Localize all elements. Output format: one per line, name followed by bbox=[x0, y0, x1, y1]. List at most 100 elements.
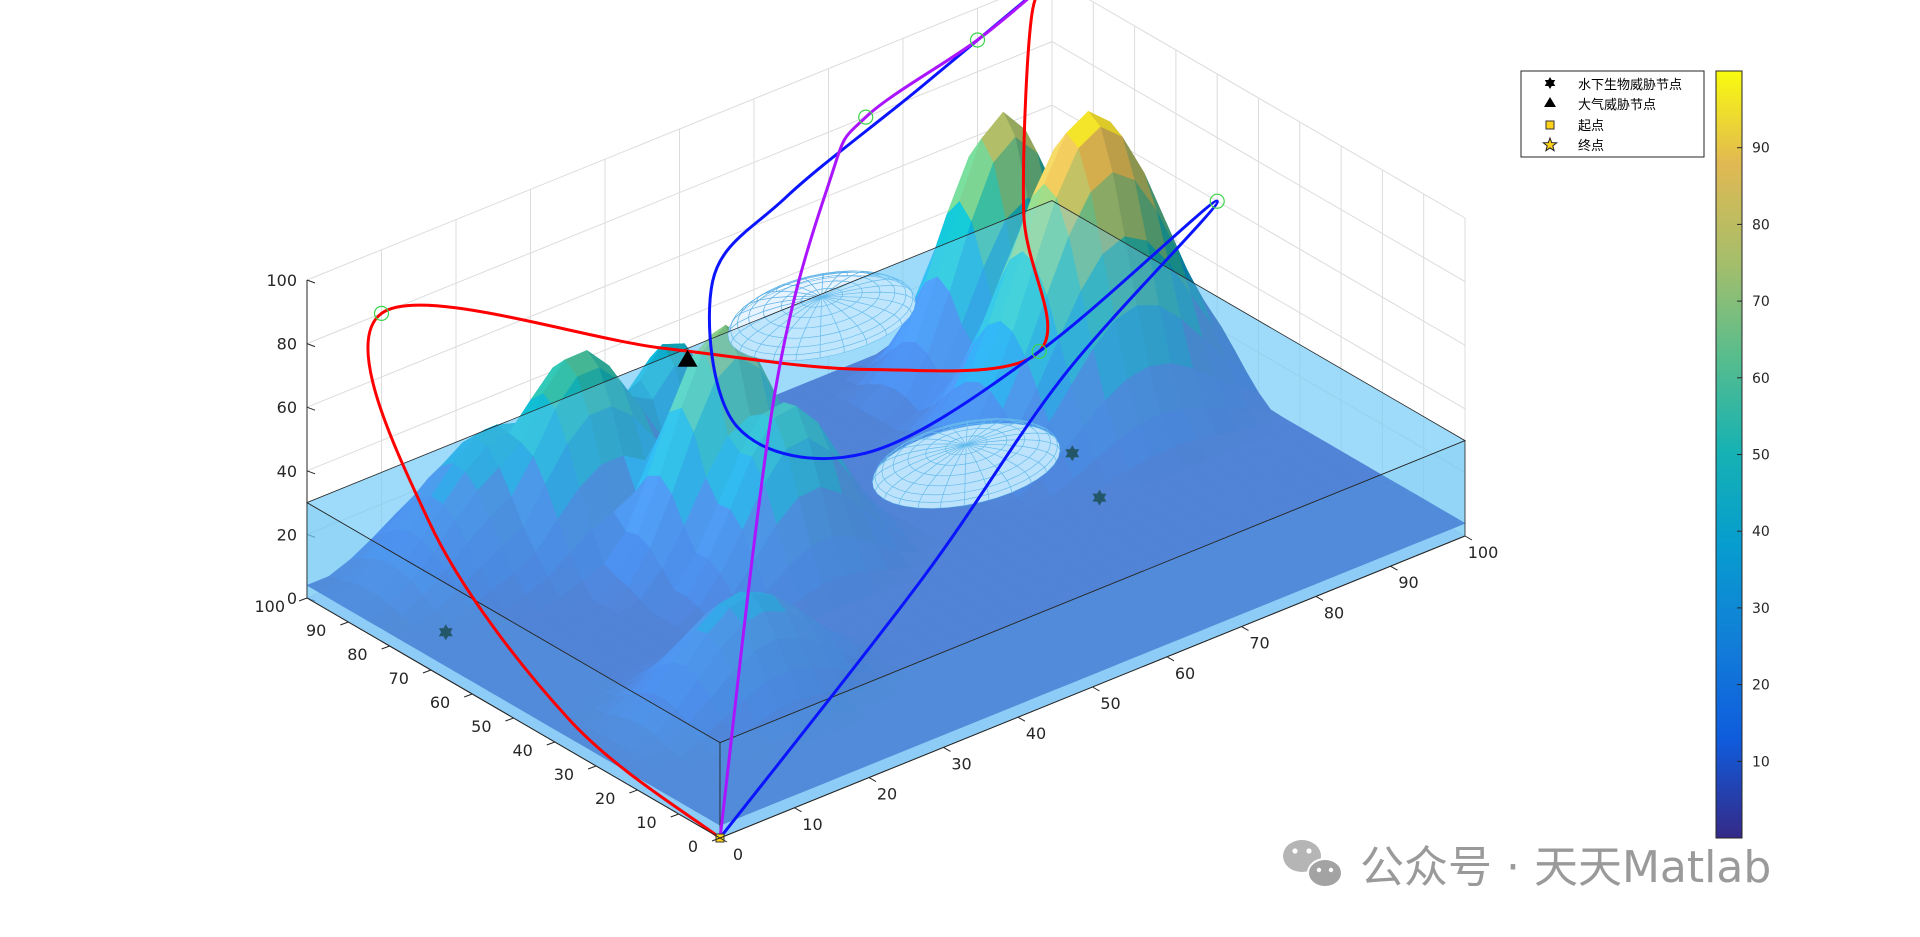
dome-meridian bbox=[965, 421, 969, 445]
z-tick-mark bbox=[306, 406, 316, 411]
flight-paths bbox=[366, 0, 1219, 840]
flight-path-blue-path bbox=[707, 0, 1219, 840]
dome-meridian bbox=[730, 296, 822, 344]
star-icon bbox=[1541, 136, 1559, 152]
star-shape bbox=[1541, 136, 1559, 152]
x-tick-mark bbox=[868, 777, 877, 783]
x-tick-mark bbox=[1315, 595, 1324, 601]
y-tick-label: 90 bbox=[306, 621, 326, 640]
grid-line bbox=[306, 0, 1466, 281]
dome-meridian bbox=[819, 297, 823, 358]
z-tick-label: 0 bbox=[287, 589, 297, 608]
x-tick-label: 30 bbox=[951, 754, 971, 773]
dome-meridian bbox=[883, 444, 967, 500]
dome-meridian bbox=[874, 444, 967, 492]
legend: 水下生物威胁节点 大气威胁节点 起点 终点 bbox=[1520, 70, 1705, 158]
z-tick-label: 40 bbox=[277, 462, 297, 481]
dome-meridian bbox=[965, 444, 990, 500]
dome-threat-zones bbox=[727, 270, 1061, 509]
waypoint-marker bbox=[1209, 193, 1225, 209]
dome-meridian bbox=[900, 438, 967, 450]
x-tick-mark bbox=[1464, 535, 1473, 541]
dome-meridian bbox=[731, 296, 822, 324]
x-tick-mark bbox=[719, 837, 728, 843]
dome-fill bbox=[728, 275, 916, 361]
waypoint-marker bbox=[1031, 343, 1047, 360]
y-tick-label: 10 bbox=[636, 813, 656, 832]
waypoint-marker bbox=[858, 109, 874, 125]
dome-meridian bbox=[821, 296, 913, 314]
colorbar-tick-label: 70 bbox=[1752, 294, 1770, 310]
x-tick-label: 100 bbox=[1468, 543, 1499, 562]
grid-line bbox=[306, 104, 1466, 408]
x-tick-mark bbox=[794, 807, 802, 813]
z-tick-label: 20 bbox=[277, 525, 297, 544]
colorbar-tick-label: 60 bbox=[1752, 371, 1770, 387]
hexagram-part bbox=[438, 628, 453, 641]
x-tick-label: 90 bbox=[1398, 573, 1418, 592]
y-tick-mark bbox=[629, 789, 638, 794]
dome-meridian bbox=[943, 425, 967, 446]
dome-meridian bbox=[965, 418, 993, 445]
dome-meridian bbox=[821, 278, 905, 298]
y-tick-mark bbox=[711, 837, 721, 842]
y-tick-mark bbox=[587, 765, 597, 770]
waypoint-marker bbox=[969, 32, 986, 48]
colorbar-tick-label: 40 bbox=[1752, 524, 1770, 540]
y-tick-label: 20 bbox=[595, 789, 615, 808]
watermark: 公众号 · 天天Matlab bbox=[1283, 840, 1771, 893]
square-shape bbox=[1545, 120, 1555, 130]
dome-meridian bbox=[821, 270, 848, 298]
dome-meridian bbox=[775, 284, 822, 298]
y-tick-label: 70 bbox=[389, 669, 409, 688]
z-tick-label: 100 bbox=[266, 271, 297, 290]
flight-path-red-path bbox=[366, 0, 1050, 840]
y-tick-label: 80 bbox=[347, 645, 367, 664]
x-tick-mark bbox=[1241, 626, 1249, 632]
dome-meridian bbox=[821, 297, 845, 353]
z-tick-mark bbox=[306, 343, 316, 348]
x-tick-label: 50 bbox=[1100, 694, 1120, 713]
underwater-threat-marker bbox=[438, 624, 453, 641]
y-tick-label: 40 bbox=[512, 741, 532, 760]
y-tick-label: 50 bbox=[471, 717, 491, 736]
y-tick-mark bbox=[422, 669, 432, 674]
dome-zone bbox=[727, 270, 916, 362]
colorbar-tick-label: 50 bbox=[1752, 448, 1770, 464]
wechat-icon bbox=[1283, 840, 1343, 888]
colorbar-tick-label: 20 bbox=[1752, 678, 1770, 694]
z-tick-mark bbox=[306, 279, 316, 284]
legend-entry-end: 终点 bbox=[1578, 138, 1604, 154]
dome-meridian bbox=[821, 296, 868, 345]
dome-meridian bbox=[885, 443, 967, 460]
dome-meridian bbox=[756, 290, 822, 302]
ocean-front-walls bbox=[306, 200, 1466, 839]
dome-meridian bbox=[966, 444, 1047, 473]
z-tick-mark bbox=[306, 470, 316, 475]
hexagram-part bbox=[1092, 493, 1107, 506]
triangle-shape bbox=[1544, 97, 1556, 107]
x-tick-mark bbox=[1092, 686, 1100, 692]
x-tick-label: 20 bbox=[877, 785, 897, 804]
underwater-threat-marker bbox=[1092, 489, 1107, 506]
y-tick-mark bbox=[464, 693, 473, 698]
y-tick-mark bbox=[381, 645, 390, 650]
dome-meridian bbox=[965, 418, 1015, 446]
legend-entry-start: 起点 bbox=[1578, 119, 1604, 134]
y-tick-mark bbox=[340, 621, 349, 626]
triangle-icon bbox=[1544, 97, 1556, 107]
dome-meridian bbox=[821, 273, 890, 298]
x-tick-label: 0 bbox=[733, 845, 743, 864]
x-tick-label: 10 bbox=[802, 815, 822, 834]
dome-meridian bbox=[821, 285, 913, 298]
flight-path-purple-path bbox=[718, 0, 1029, 840]
legend-entry-air-threat: 大气威胁节点 bbox=[1578, 97, 1656, 113]
colorbar-tick-label: 90 bbox=[1752, 141, 1770, 157]
dome-meridian bbox=[966, 444, 1032, 483]
y-tick-mark bbox=[505, 717, 514, 722]
node-markers bbox=[373, 32, 1225, 843]
waypoint-marker bbox=[373, 305, 390, 321]
ocean-surface bbox=[306, 200, 1466, 744]
x-tick-mark bbox=[1017, 716, 1026, 722]
